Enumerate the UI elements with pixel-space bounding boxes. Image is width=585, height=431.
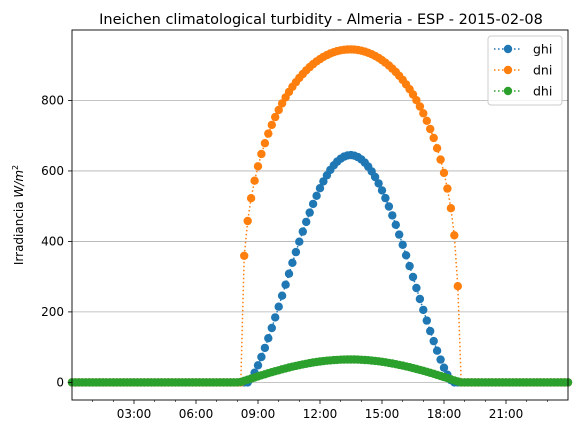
x-tick-label-18-00: 18:00 [427,407,462,421]
data-point-dni [446,204,456,213]
data-point-dni [412,96,421,105]
data-point-ghi [439,363,449,372]
data-point-dni [443,184,452,193]
data-point-dni [415,102,425,111]
x-tick-label-15-00: 15:00 [365,407,400,421]
data-point-ghi [377,186,387,195]
data-point-dni [240,251,249,260]
y-axis-label-unit: W/m [12,170,26,198]
data-point-ghi [264,334,273,343]
series-ghi [67,150,573,387]
x-tick-label-21-00: 21:00 [489,407,524,421]
data-point-dni [432,144,442,153]
data-point-dni [271,112,280,122]
data-point-ghi [422,316,431,325]
data-point-dni [264,129,273,138]
data-point-ghi [429,336,438,346]
legend-item-ghi: ghi [494,42,552,57]
y-tick-label-0: 0 [56,375,64,389]
x-tick-label-09-00: 09:00 [241,407,276,421]
data-point-ghi [284,269,294,278]
data-point-ghi [408,272,418,282]
data-point-ghi [432,346,442,355]
data-point-ghi [277,291,287,300]
data-point-ghi [260,343,270,353]
data-point-ghi [274,302,283,311]
legend-item-dni: dni [494,63,552,78]
data-point-dni [450,231,459,240]
legend-label-dni: dni [533,63,552,78]
data-point-dni [260,139,270,148]
x-tick-label-03-00: 03:00 [117,407,152,421]
data-point-ghi [305,208,314,217]
data-point-ghi [388,211,397,220]
x-tick-label-06-00: 06:00 [179,407,214,421]
data-point-dni [426,124,435,134]
data-point-ghi [436,355,445,364]
data-point-ghi [391,220,400,229]
data-point-ghi [257,352,266,362]
data-point-dni [274,105,283,115]
data-point-ghi [405,261,414,271]
legend-item-dhi: dhi [494,84,552,99]
data-point-ghi [319,177,328,186]
data-point-ghi [302,217,311,227]
data-point-ghi [426,326,435,336]
data-point-dni [243,216,252,226]
data-point-ghi [312,191,321,200]
y-gridlines [72,100,568,383]
x-axis: 03:00 06:00 09:00 12:00 15:00 18:00 21:00 [92,400,548,421]
data-point-ghi [415,294,425,304]
data-point-ghi [308,199,318,209]
data-point-dni [419,109,428,118]
data-point-ghi [291,247,301,257]
data-point-dni [436,155,445,164]
data-point-dni [453,282,462,291]
y-axis: 0 200 400 600 800 [41,93,72,389]
y-tick-label-200: 200 [41,305,64,319]
data-point-dni [253,162,263,171]
y-tick-label-600: 600 [41,164,64,178]
data-point-dni [257,149,266,159]
data-point-ghi [315,184,325,193]
legend-marker-dhi [503,86,513,96]
series-dhi [67,355,573,387]
data-point-ghi [412,283,421,293]
legend-label-ghi: ghi [533,42,552,57]
data-point-ghi [271,313,280,322]
legend: ghi dni dhi [487,35,563,106]
data-point-dni [429,133,438,143]
data-point-ghi [401,251,411,260]
legend-marker-dni [503,65,513,75]
legend-label-dhi: dhi [533,84,552,99]
data-point-ghi [374,179,383,188]
chart-title: Ineichen climatological turbidity - Alme… [99,12,543,28]
data-point-ghi [381,193,390,203]
data-point-dni [267,120,276,130]
data-point-dni [250,176,259,185]
data-point-ghi [384,202,394,211]
data-point-ghi [395,230,404,239]
data-point-ghi [398,240,407,249]
data-point-dni [246,194,256,203]
data-point-dni [422,116,431,126]
data-point-ghi [298,227,307,236]
data-point-ghi [295,237,304,246]
data-point-ghi [370,172,380,182]
data-point-ghi [281,280,290,289]
legend-marker-ghi [503,44,513,54]
data-point-dni [439,168,449,178]
y-axis-label: Irradiancia W/m2 [11,165,26,265]
y-tick-label-400: 400 [41,234,64,248]
data-point-ghi [267,323,276,333]
data-point-ghi [419,305,428,315]
y-tick-label-800: 800 [41,93,64,107]
series-layer [67,45,573,387]
x-tick-label-12-00: 12:00 [303,407,338,421]
data-point-ghi [253,361,263,370]
y-axis-label-exponent: 2 [11,165,20,170]
y-axis-label-prefix: Irradiancia [12,198,26,266]
data-point-ghi [288,258,297,267]
